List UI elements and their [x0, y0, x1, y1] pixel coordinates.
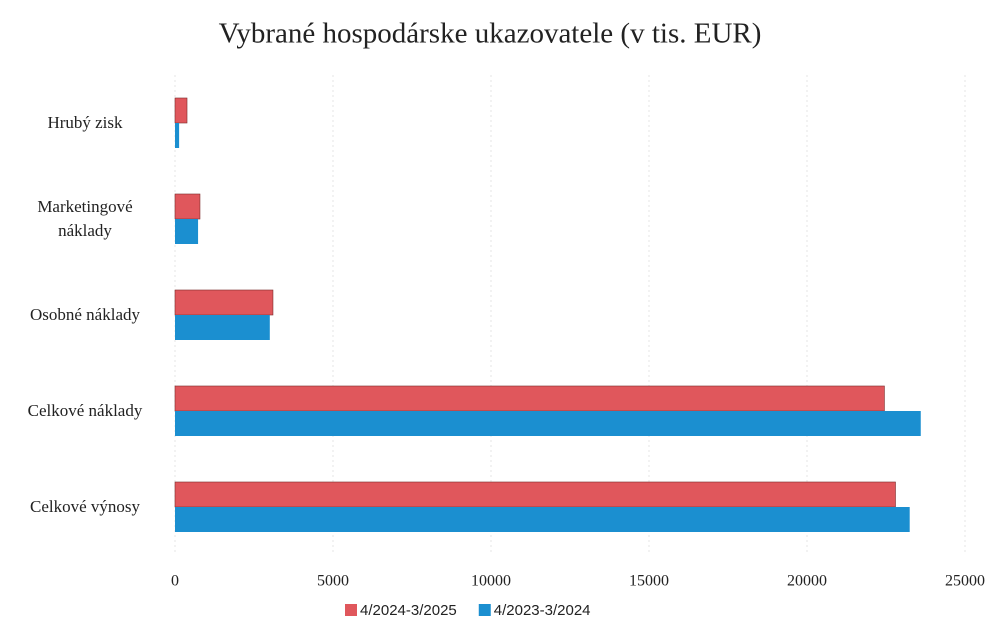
legend-label: 4/2024-3/2025	[360, 602, 457, 619]
bar	[174, 385, 885, 412]
x-tick-label: 0	[171, 573, 179, 590]
x-tick-label: 10000	[471, 573, 511, 590]
bar	[175, 315, 270, 340]
chart-title: Vybrané hospodárske ukazovatele (v tis. …	[219, 18, 762, 50]
x-tick-label: 25000	[945, 573, 985, 590]
bar	[175, 123, 180, 148]
legend-label: 4/2023-3/2024	[494, 602, 591, 619]
bar	[175, 219, 199, 244]
bar	[175, 507, 910, 532]
x-tick-label: 15000	[629, 573, 669, 590]
legend-swatch	[478, 604, 491, 616]
y-tick-label: Celkové výnosy	[29, 497, 141, 516]
bar	[174, 97, 188, 124]
bar	[175, 411, 921, 436]
y-tick-label: Osobné náklady	[29, 305, 140, 324]
y-tick-label: Hrubý zisk	[47, 113, 123, 132]
x-tick-label: 5000	[317, 573, 349, 590]
y-tick-label: Celkové náklady	[27, 401, 143, 420]
bar	[174, 289, 274, 316]
bar	[174, 193, 201, 220]
legend-swatch	[345, 604, 357, 616]
x-tick-label: 20000	[787, 573, 827, 590]
bar	[174, 481, 896, 508]
y-tick-label: Marketingové náklady	[37, 197, 133, 240]
